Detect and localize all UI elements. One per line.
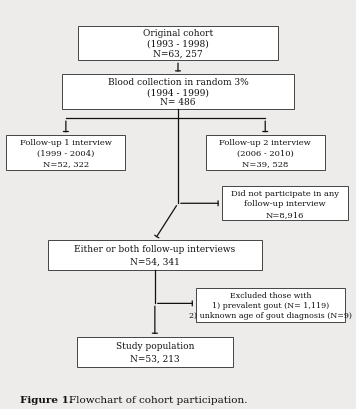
Text: (1993 - 1998): (1993 - 1998) bbox=[147, 40, 209, 49]
Text: Follow-up 2 interview: Follow-up 2 interview bbox=[219, 139, 311, 146]
FancyBboxPatch shape bbox=[78, 27, 278, 61]
FancyBboxPatch shape bbox=[48, 240, 262, 270]
Text: Follow-up 1 interview: Follow-up 1 interview bbox=[20, 139, 112, 146]
Text: follow-up interview: follow-up interview bbox=[244, 200, 326, 208]
Text: Did not participate in any: Did not participate in any bbox=[231, 189, 339, 198]
Text: 1) prevalent gout (N= 1,119): 1) prevalent gout (N= 1,119) bbox=[212, 301, 329, 309]
Text: N=8,916: N=8,916 bbox=[266, 210, 304, 218]
Text: N=39, 528: N=39, 528 bbox=[242, 160, 288, 168]
Text: N= 486: N= 486 bbox=[160, 98, 196, 107]
Text: N=54, 341: N=54, 341 bbox=[130, 257, 180, 266]
FancyBboxPatch shape bbox=[196, 288, 345, 322]
Text: N=53, 213: N=53, 213 bbox=[130, 354, 180, 363]
Text: Flowchart of cohort participation.: Flowchart of cohort participation. bbox=[69, 395, 248, 404]
Text: Blood collection in random 3%: Blood collection in random 3% bbox=[108, 77, 248, 86]
Text: Original cohort: Original cohort bbox=[143, 29, 213, 38]
Text: Excluded those with: Excluded those with bbox=[230, 291, 311, 299]
FancyBboxPatch shape bbox=[6, 136, 126, 171]
Text: N=52, 322: N=52, 322 bbox=[43, 160, 89, 168]
Text: Either or both follow-up interviews: Either or both follow-up interviews bbox=[74, 244, 235, 253]
FancyBboxPatch shape bbox=[221, 187, 348, 221]
Text: Figure 1.: Figure 1. bbox=[20, 395, 72, 404]
Text: N=63, 257: N=63, 257 bbox=[153, 50, 203, 59]
Text: Study population: Study population bbox=[116, 341, 194, 350]
Text: (1999 - 2004): (1999 - 2004) bbox=[37, 149, 95, 157]
FancyBboxPatch shape bbox=[206, 136, 325, 171]
FancyBboxPatch shape bbox=[62, 75, 294, 110]
FancyBboxPatch shape bbox=[77, 337, 233, 367]
Text: (2006 - 2010): (2006 - 2010) bbox=[237, 149, 294, 157]
Text: (1994 - 1999): (1994 - 1999) bbox=[147, 88, 209, 97]
Text: 2) unknown age of gout diagnosis (N=9): 2) unknown age of gout diagnosis (N=9) bbox=[189, 312, 352, 320]
